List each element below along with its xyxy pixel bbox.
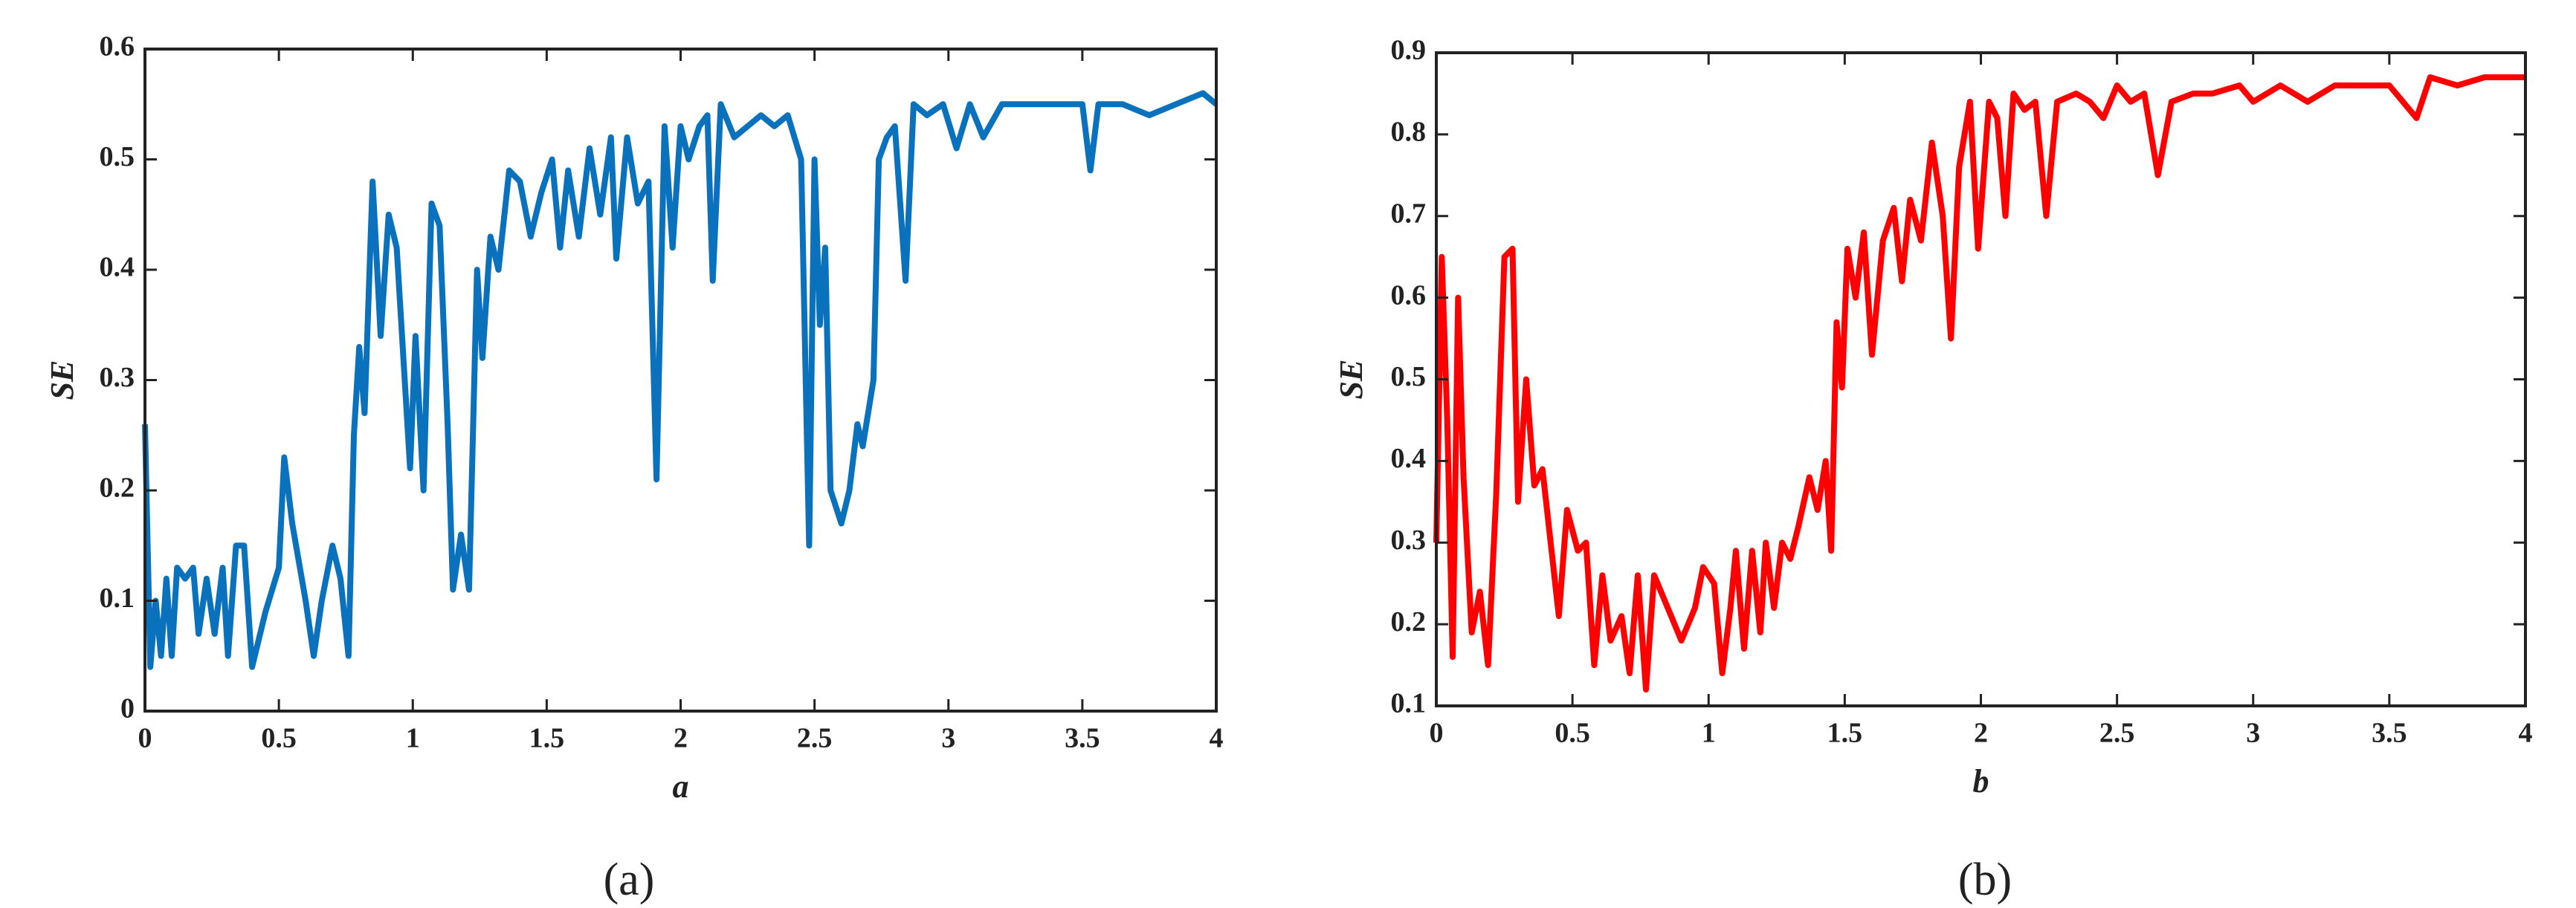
y-tick-label: 0.4 [100,252,135,283]
x-tick-label: 3 [941,723,955,754]
y-tick-label: 0.3 [100,362,135,393]
data-line [142,90,1218,670]
x-tick-label: 1.5 [529,723,565,754]
x-tick-label: 1 [1702,718,1716,749]
y-tick-label: 0.2 [100,473,135,504]
x-tick-label: 2.5 [2099,718,2135,749]
x-tick-label: 0.5 [261,723,297,754]
y-tick-label: 0.4 [1391,443,1427,474]
x-tick-label: 0.5 [1555,718,1590,749]
y-tick-label: 0.6 [100,31,135,62]
x-tick-label: 2 [674,723,688,754]
data-line [1433,74,2525,693]
y-tick-label: 0.1 [1391,688,1427,719]
y-tick-label: 0.3 [1391,525,1427,556]
caption: (b) [1958,855,2012,905]
x-tick-label: 0 [138,723,152,754]
x-tick-label: 3.5 [2372,718,2407,749]
y-tick-label: 0.5 [100,141,135,172]
x-tick-label: 4 [2519,718,2533,749]
x-tick-label: 2 [1974,718,1988,749]
y-tick-label: 0 [120,693,135,724]
y-axis-label: SE [44,360,80,401]
y-tick-label: 0.7 [1391,198,1427,229]
y-tick-label: 0.1 [100,583,135,614]
y-tick-label: 0.9 [1391,35,1427,66]
caption: (a) [604,855,655,905]
x-tick-label: 0 [1430,718,1444,749]
x-tick-label: 1 [406,723,420,754]
y-tick-label: 0.5 [1391,361,1427,392]
y-tick-label: 0.2 [1391,606,1427,638]
x-tick-label: 3.5 [1065,723,1100,754]
x-tick-label: 1.5 [1827,718,1863,749]
x-tick-label: 3 [2246,718,2260,749]
x-tick-label: 4 [1210,723,1224,754]
y-tick-label: 0.8 [1391,117,1427,148]
y-axis-label: SE [1333,360,1369,400]
x-axis-label: b [1973,763,1989,800]
x-tick-label: 2.5 [797,723,833,754]
x-axis-label: a [673,768,689,805]
y-tick-label: 0.6 [1391,279,1427,311]
